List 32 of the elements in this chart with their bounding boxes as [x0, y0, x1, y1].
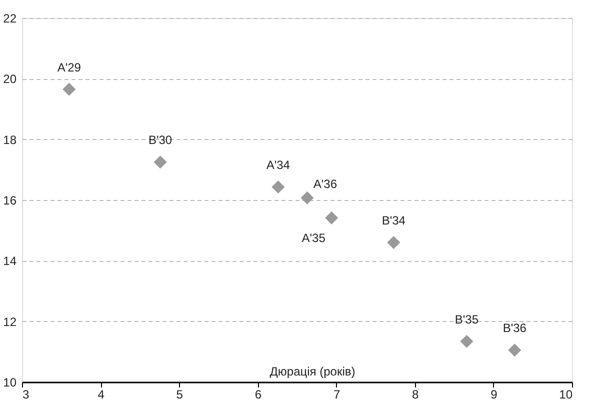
- point: [460, 334, 474, 348]
- x-tick-label: 5: [176, 388, 184, 402]
- point: [300, 191, 314, 204]
- point: [508, 344, 522, 357]
- point: [154, 156, 167, 169]
- x-tick-label: 3: [22, 388, 30, 402]
- y-tick-label: 18: [3, 132, 17, 147]
- point: [325, 211, 338, 224]
- x-tick-label: 6: [254, 388, 262, 402]
- annotation: B'36: [502, 321, 527, 336]
- y-tick-label: 14: [3, 254, 17, 268]
- x-tick-label: 9: [490, 388, 498, 402]
- annotation: B'30: [148, 133, 172, 148]
- point: [272, 180, 285, 194]
- x-tick-label: 10: [559, 388, 573, 402]
- x-tick-label: 8: [412, 388, 420, 402]
- x-tick-label: 4: [98, 388, 105, 402]
- annotation: A'35: [302, 230, 326, 245]
- annotation: A'34: [266, 158, 290, 172]
- annotation: A'36: [313, 176, 338, 191]
- annotation: B'35: [454, 312, 479, 326]
- annotation: A'29: [57, 60, 82, 74]
- point: [387, 236, 400, 249]
- y-tick-label: 22: [3, 12, 17, 26]
- y-tick-label: 20: [3, 72, 17, 86]
- point: [62, 82, 76, 96]
- annotation: B'34: [382, 213, 406, 228]
- x-axis-title: Дюрація (років): [270, 364, 356, 378]
- x-tick-label: 7: [333, 388, 340, 402]
- y-tick-label: 16: [3, 194, 17, 208]
- y-tick-label: 12: [3, 314, 17, 329]
- y-tick-label: 10: [3, 376, 17, 390]
